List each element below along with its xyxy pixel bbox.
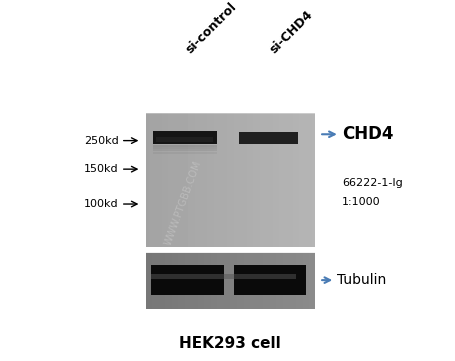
- Bar: [152, 152, 216, 154]
- Bar: [151, 274, 295, 279]
- Text: CHD4: CHD4: [341, 125, 393, 143]
- Bar: [152, 149, 216, 152]
- Bar: [146, 114, 314, 247]
- Bar: [152, 131, 216, 144]
- Bar: [146, 252, 314, 309]
- Text: 250kd: 250kd: [84, 136, 118, 145]
- Bar: [151, 265, 223, 295]
- Bar: [152, 147, 216, 149]
- Bar: [233, 265, 305, 295]
- Bar: [156, 137, 213, 142]
- Text: 1:1000: 1:1000: [341, 197, 380, 208]
- Text: Tubulin: Tubulin: [337, 273, 386, 287]
- Bar: [238, 132, 297, 144]
- Text: 66222-1-Ig: 66222-1-Ig: [341, 178, 402, 188]
- Text: WWW.PTGBB.COM: WWW.PTGBB.COM: [163, 159, 202, 246]
- Text: HEK293 cell: HEK293 cell: [179, 336, 281, 352]
- Text: 150kd: 150kd: [84, 164, 118, 174]
- Bar: [152, 145, 216, 147]
- Text: si-control: si-control: [182, 0, 238, 56]
- Bar: [152, 142, 216, 144]
- Text: 100kd: 100kd: [84, 199, 118, 209]
- Text: si-CHD4: si-CHD4: [267, 8, 315, 56]
